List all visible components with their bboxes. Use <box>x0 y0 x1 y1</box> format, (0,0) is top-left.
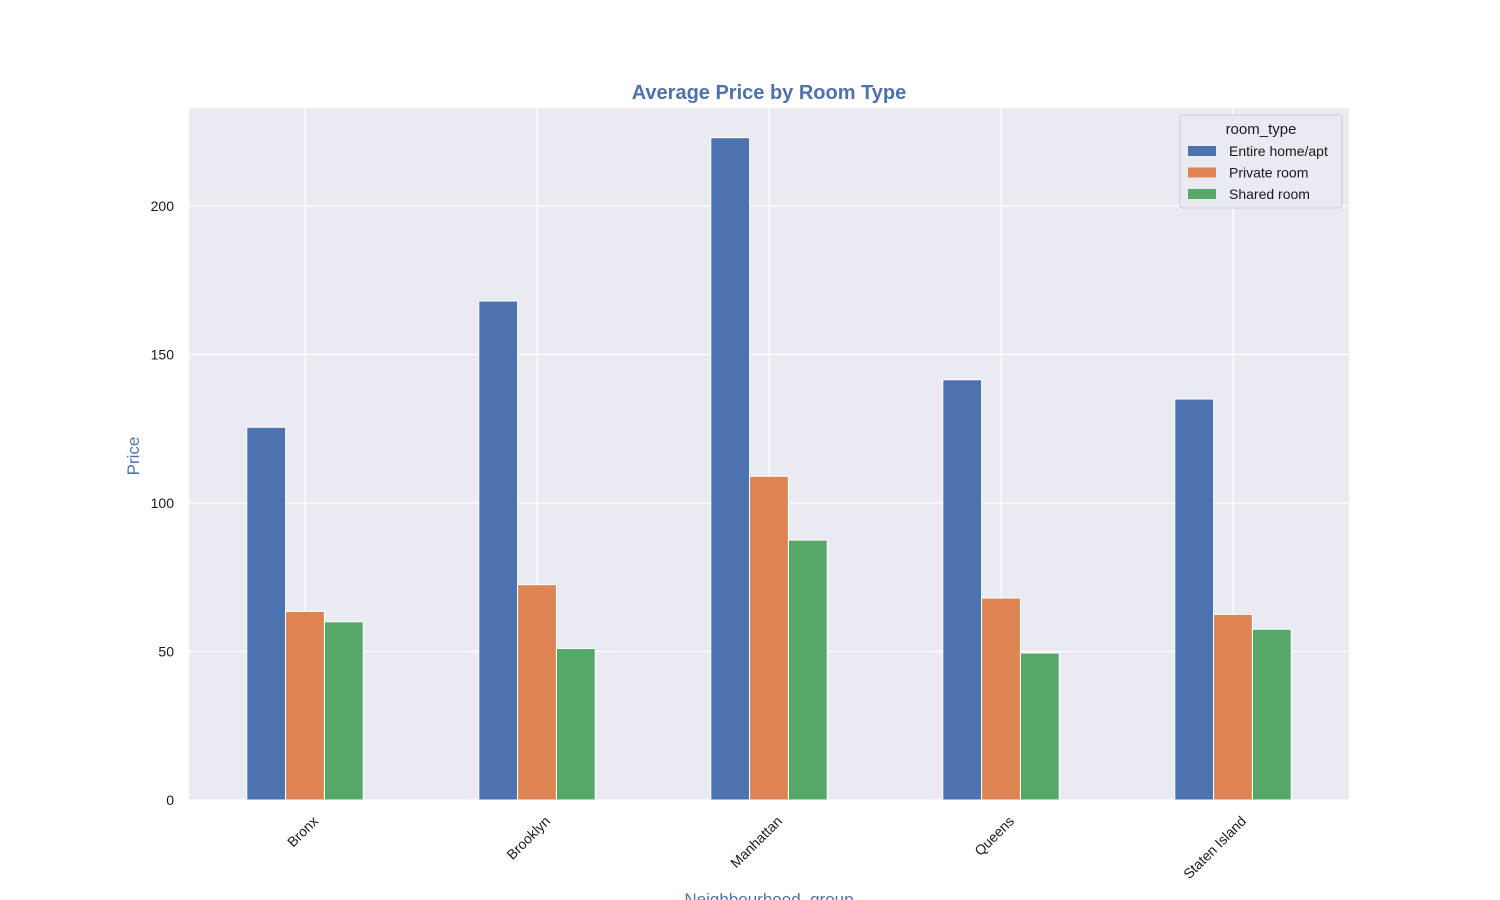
legend: room_type Entire home/apt Private room Sha… <box>1179 114 1343 209</box>
bar-shared-room-manhattan: Shared room / Manhattan: 87.5 <box>787 539 828 801</box>
legend-frame <box>1179 114 1343 209</box>
chart-title: Average Price by Room Type <box>632 82 907 104</box>
legend-label: Shared room <box>1229 186 1310 202</box>
bar-private-room-queens: Private room / Queens: 68 <box>981 597 1021 801</box>
bar-entire-home-apt-queens: Entire home/apt / Queens: 141.5 <box>942 379 983 801</box>
y-tick-label: 150 <box>151 347 175 363</box>
x-tick-label: Manhattan <box>727 813 785 871</box>
bar-shared-room-brooklyn: Shared room / Brooklyn: 51 <box>555 648 596 801</box>
x-tick-label: Brooklyn <box>503 813 553 863</box>
x-tick-label: Bronx <box>284 813 321 850</box>
legend-label: Private room <box>1229 165 1308 181</box>
x-tick-label: Queens <box>971 813 1017 859</box>
bar-private-room-staten-island: Private room / Staten Island: 62.5 <box>1213 613 1253 801</box>
legend-title: room_type <box>1226 121 1297 138</box>
legend-swatch <box>1188 167 1216 178</box>
bar-entire-home-apt-staten-island: Entire home/apt / Staten Island: 135 <box>1174 398 1215 801</box>
legend-items: Entire home/apt Private room Shared room <box>1188 143 1328 202</box>
bar-shared-room-queens: Shared room / Queens: 49.5 <box>1019 652 1060 801</box>
bar-entire-home-apt-bronx: Entire home/apt / Bronx: 125.5 <box>246 426 287 801</box>
y-tick-label: 50 <box>158 644 174 660</box>
y-tick-label: 200 <box>151 198 175 214</box>
x-axis-label: Neighbourhood_group <box>684 890 853 900</box>
y-axis-label: Price <box>124 437 143 476</box>
y-tick-label: 100 <box>151 495 175 511</box>
legend-swatch <box>1188 189 1216 199</box>
bar-entire-home-apt-manhattan: Entire home/apt / Manhattan: 223 <box>710 137 751 801</box>
x-axis-ticks: Bronx Brooklyn Manhattan Queens Staten Islan… <box>284 813 1249 882</box>
y-tick-label: 0 <box>166 792 174 808</box>
bar-private-room-manhattan: Private room / Manhattan: 109 <box>749 475 789 801</box>
bars: Entire home/apt / Bronx: 125.5 Entire hom… <box>246 137 1292 801</box>
bar-entire-home-apt-brooklyn: Entire home/apt / Brooklyn: 168 <box>478 300 519 801</box>
bar-shared-room-bronx: Shared room / Bronx: 60 <box>323 621 364 801</box>
bar-private-room-brooklyn: Private room / Brooklyn: 72.5 <box>517 584 557 801</box>
x-tick-label: Staten Island <box>1180 813 1249 882</box>
bar-private-room-bronx: Private room / Bronx: 63.5 <box>285 610 325 801</box>
y-axis-ticks: 0 50 100 150 200 <box>151 198 175 808</box>
bar-shared-room-staten-island: Shared room / Staten Island: 57.5 <box>1251 628 1292 801</box>
legend-swatch <box>1188 146 1216 156</box>
legend-label: Entire home/apt <box>1229 143 1328 159</box>
